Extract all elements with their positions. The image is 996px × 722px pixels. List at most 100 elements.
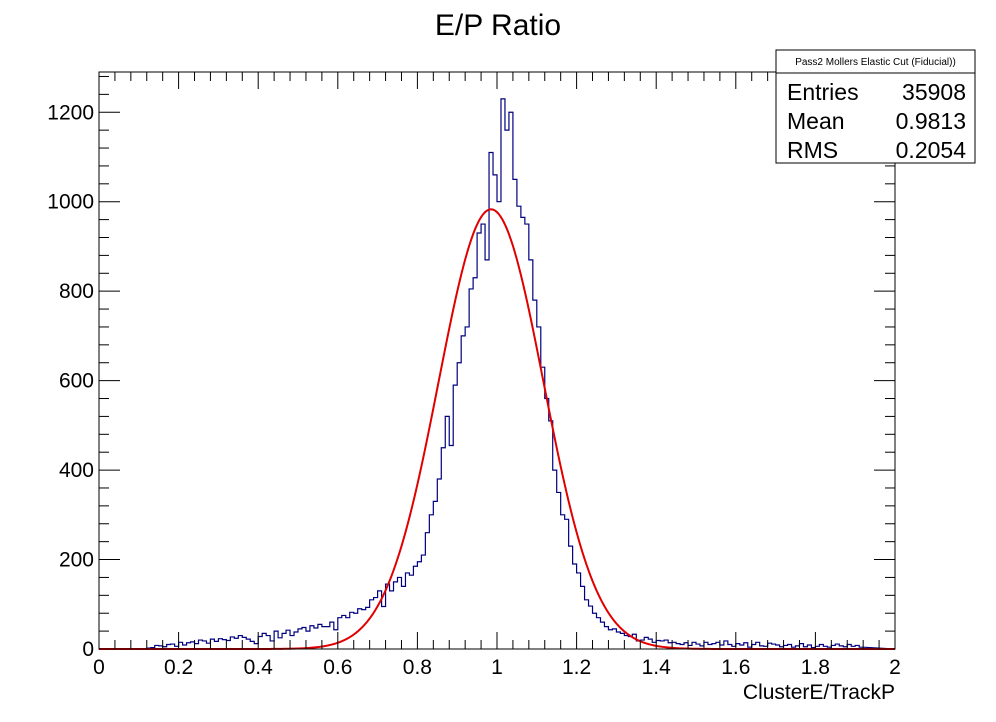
histogram-bin xyxy=(250,641,254,649)
histogram-bin xyxy=(608,630,612,649)
histogram-bin xyxy=(191,642,195,649)
histogram-bin xyxy=(274,631,278,649)
stats-mean-label: Mean xyxy=(787,108,845,134)
histogram-bin xyxy=(545,399,549,649)
histogram-bin xyxy=(604,627,608,649)
x-tick-label: 1.4 xyxy=(642,656,672,679)
histogram-bin xyxy=(557,492,561,649)
histogram-bin xyxy=(501,99,505,649)
histogram-outline xyxy=(99,98,896,650)
histogram-bin xyxy=(238,636,242,649)
histogram-bin xyxy=(612,629,616,649)
y-tick-label: 200 xyxy=(59,549,94,572)
histogram-bin xyxy=(214,641,218,649)
histogram-bin xyxy=(318,624,322,649)
histogram-bin xyxy=(505,130,509,649)
histogram-bin xyxy=(597,618,601,649)
histogram-bin xyxy=(179,642,183,649)
y-tick-label: 800 xyxy=(59,280,94,303)
histogram-bin xyxy=(370,600,374,649)
histogram-bin xyxy=(306,631,310,649)
histogram-bin xyxy=(453,385,457,649)
histogram-bin xyxy=(401,586,405,649)
histogram-bin xyxy=(756,642,760,649)
x-tick-label: 0.2 xyxy=(164,656,193,679)
histogram-bin xyxy=(449,445,453,649)
x-tick-label: 0.8 xyxy=(403,656,432,679)
stats-entries-value: 35908 xyxy=(902,79,966,105)
histogram-bin xyxy=(724,641,728,649)
histogram-bin xyxy=(624,636,628,649)
x-tick-label: 2 xyxy=(889,656,901,679)
histogram-bin xyxy=(362,610,366,649)
histogram-bin xyxy=(477,233,481,649)
histogram-bin xyxy=(230,637,234,649)
histogram-bin xyxy=(310,626,314,649)
histogram-bin xyxy=(258,636,262,649)
stats-box-frame xyxy=(775,49,976,164)
histogram-bin xyxy=(382,607,386,649)
chart-title: E/P Ratio xyxy=(435,9,561,42)
histogram-bin xyxy=(290,636,294,649)
histogram-bin xyxy=(561,515,565,649)
histogram-bin xyxy=(485,260,489,649)
histogram-bin xyxy=(278,638,282,649)
histogram-bin xyxy=(489,153,493,649)
histogram-bin xyxy=(565,519,569,649)
histogram-bin xyxy=(302,628,306,649)
histogram-bin xyxy=(398,577,402,649)
histogram-bin xyxy=(405,573,409,649)
histogram-bin xyxy=(577,573,581,649)
histogram-bin xyxy=(429,515,433,649)
histogram-bin xyxy=(338,618,342,649)
histogram-bin xyxy=(390,591,394,649)
x-tick-label: 0 xyxy=(93,656,105,679)
histogram-bin xyxy=(481,224,485,649)
y-tick-label: 0 xyxy=(82,638,94,661)
histogram-bin xyxy=(628,636,632,649)
histogram-bin xyxy=(334,630,338,649)
histogram-bin xyxy=(457,363,461,649)
histogram-bin xyxy=(202,641,206,649)
histogram-bin xyxy=(350,612,354,649)
stats-rms-value: 0.2054 xyxy=(896,137,967,163)
histogram-bin xyxy=(266,636,270,649)
y-tick-label: 1200 xyxy=(47,101,94,124)
stats-mean-value: 0.9813 xyxy=(896,108,966,134)
histogram-bin xyxy=(226,641,230,650)
histogram-bin xyxy=(445,416,449,649)
histogram-bin xyxy=(199,640,203,649)
histogram-bin xyxy=(493,175,497,649)
x-tick-label: 1.8 xyxy=(801,656,830,679)
histogram-bin xyxy=(366,607,370,649)
plot-area xyxy=(99,98,896,650)
histogram-bin xyxy=(409,575,413,649)
histogram-bin xyxy=(218,639,222,649)
histogram-bin xyxy=(656,641,660,650)
histogram-bin xyxy=(246,639,250,649)
histogram-bin xyxy=(537,327,541,649)
histogram-bin xyxy=(473,278,477,649)
histogram-bin xyxy=(314,628,318,649)
histogram-bin xyxy=(636,641,640,649)
histogram-bin xyxy=(262,633,266,649)
histogram-bin xyxy=(585,600,589,649)
histogram-bin xyxy=(394,582,398,649)
histogram-bin xyxy=(386,584,390,649)
y-tick-label: 400 xyxy=(59,459,94,482)
histogram-bin xyxy=(553,470,557,649)
histogram-bin xyxy=(270,641,274,649)
x-tick-label: 1 xyxy=(491,656,503,679)
histogram-bin xyxy=(581,586,585,649)
histogram-bin xyxy=(282,633,286,649)
histogram-bin xyxy=(294,632,298,649)
y-tick-label: 600 xyxy=(59,370,94,393)
histogram-bin xyxy=(549,421,553,649)
histogram-bin xyxy=(525,224,529,649)
histogram-bin xyxy=(286,630,290,649)
histogram-bin xyxy=(469,289,473,649)
histogram-bin xyxy=(417,562,421,649)
x-tick-label: 1.6 xyxy=(721,656,750,679)
histogram-bin xyxy=(461,336,465,649)
